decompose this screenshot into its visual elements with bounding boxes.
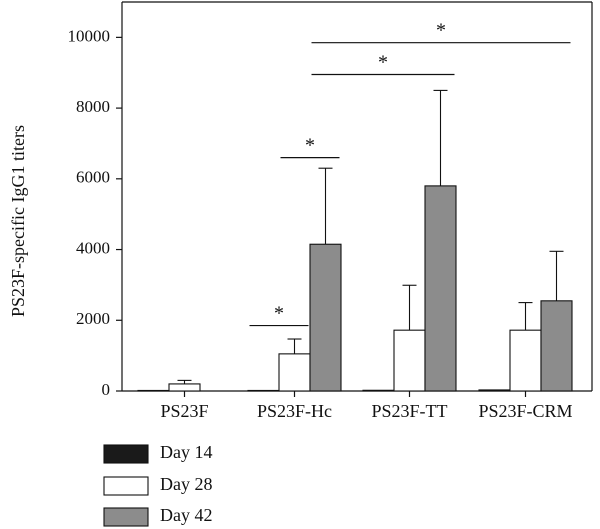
y-tick-label: 10000 — [68, 26, 111, 45]
chart-legend: Day 14 Day 28 Day 42 — [103, 442, 213, 527]
bar — [247, 389, 280, 392]
legend-swatch — [103, 444, 149, 464]
legend-swatch — [103, 507, 149, 527]
y-tick-label: 8000 — [76, 97, 110, 116]
bar — [478, 389, 511, 392]
bar — [540, 300, 573, 392]
x-category-label: PS23F-TT — [371, 401, 447, 421]
significance-star: * — [305, 135, 315, 157]
bar — [309, 243, 342, 392]
bar — [509, 329, 542, 392]
y-axis-ticks: 0 2000 4000 6000 8000 10000 — [68, 26, 122, 399]
legend-label: Day 28 — [160, 474, 213, 494]
legend-label: Day 14 — [160, 442, 213, 462]
legend-swatch — [103, 476, 149, 496]
y-tick-label: 6000 — [76, 168, 110, 187]
y-tick-label: 2000 — [76, 309, 110, 328]
significance-star: * — [436, 20, 446, 42]
significance-star: * — [378, 51, 388, 73]
bar — [362, 389, 395, 392]
x-category-label: PS23F-Hc — [257, 401, 332, 421]
bar — [393, 329, 426, 392]
y-tick-label: 4000 — [76, 238, 110, 257]
bar — [168, 383, 201, 392]
x-category-label: PS23F-CRM — [478, 401, 572, 421]
chart-bars — [137, 185, 573, 392]
x-axis-categories: PS23F PS23F-Hc PS23F-TT PS23F-CRM — [160, 391, 573, 421]
x-category-label: PS23F — [160, 401, 208, 421]
bar — [137, 389, 170, 392]
significance-star: * — [274, 303, 284, 325]
bar — [278, 353, 311, 392]
significance-markers: * * * * — [249, 20, 571, 327]
error-bars — [177, 89, 564, 384]
y-axis-title: PS23F-specific IgG1 titers — [8, 125, 28, 317]
y-tick-label: 0 — [102, 380, 111, 399]
bar — [424, 185, 457, 392]
legend-label: Day 42 — [160, 505, 213, 525]
